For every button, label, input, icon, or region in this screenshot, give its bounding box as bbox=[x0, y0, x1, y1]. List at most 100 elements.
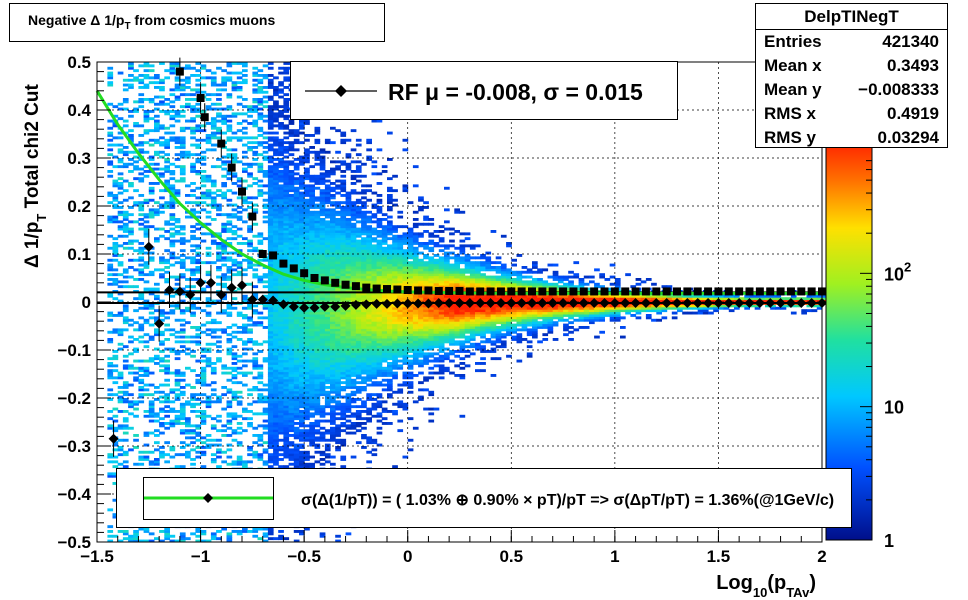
heatmap-cell bbox=[174, 136, 181, 140]
heatmap-cell bbox=[278, 110, 284, 113]
heatmap-cell bbox=[330, 213, 336, 217]
heatmap-cell bbox=[148, 143, 155, 147]
heatmap-cell bbox=[283, 407, 290, 411]
heatmap-cell bbox=[309, 326, 315, 329]
heatmap-cell bbox=[330, 419, 336, 423]
heatmap-cell bbox=[355, 153, 362, 157]
heatmap-cell bbox=[226, 105, 233, 109]
heatmap-cell bbox=[159, 424, 165, 428]
heatmap-cell bbox=[293, 182, 300, 185]
heatmap-cell bbox=[293, 225, 300, 229]
heatmap-cell bbox=[267, 436, 274, 440]
heatmap-cell bbox=[299, 354, 305, 358]
heatmap-cell bbox=[330, 268, 336, 272]
heatmap-cell bbox=[304, 258, 310, 262]
heatmap-cell bbox=[283, 194, 290, 197]
heatmap-cell bbox=[330, 210, 336, 214]
heatmap-cell bbox=[345, 194, 352, 197]
heatmap-cell bbox=[128, 184, 134, 188]
heatmap-cell bbox=[179, 88, 186, 92]
heatmap-cell bbox=[345, 366, 352, 370]
heatmap-cell bbox=[324, 405, 331, 409]
heatmap-cell bbox=[267, 374, 274, 377]
heatmap-cell bbox=[376, 354, 383, 358]
heatmap-cell bbox=[273, 196, 279, 200]
heatmap-cell bbox=[273, 280, 279, 284]
heatmap-cell bbox=[340, 338, 347, 341]
heatmap-cell bbox=[195, 414, 202, 418]
heatmap-cell bbox=[376, 258, 383, 262]
heatmap-cell bbox=[304, 234, 310, 238]
heatmap-cell bbox=[257, 126, 264, 130]
heatmap-cell bbox=[330, 407, 336, 411]
heatmap-cell bbox=[159, 455, 165, 459]
heatmap-cell bbox=[350, 249, 357, 253]
heatmap-cell bbox=[304, 328, 310, 332]
heatmap-cell bbox=[309, 316, 315, 320]
heatmap-cell bbox=[366, 263, 372, 267]
heatmap-cell bbox=[340, 258, 347, 262]
heatmap-cell bbox=[335, 239, 341, 243]
heatmap-cell bbox=[340, 371, 347, 375]
heatmap-cell bbox=[319, 249, 326, 253]
heatmap-cell bbox=[330, 299, 336, 303]
heatmap-cell bbox=[340, 201, 347, 205]
heatmap-cell bbox=[128, 232, 134, 236]
heatmap-cell bbox=[330, 340, 336, 344]
heatmap-cell bbox=[221, 191, 227, 195]
heatmap-cell bbox=[190, 117, 196, 121]
heatmap-cell bbox=[350, 258, 357, 262]
heatmap-cell bbox=[273, 112, 279, 116]
heatmap-cell bbox=[361, 338, 367, 341]
heatmap-cell bbox=[169, 294, 176, 298]
heatmap-cell bbox=[273, 294, 279, 298]
heatmap-cell bbox=[340, 395, 347, 399]
heatmap-cell bbox=[371, 321, 378, 325]
heatmap-cell bbox=[361, 381, 367, 385]
heatmap-cell bbox=[278, 400, 284, 404]
heatmap-cell bbox=[335, 213, 341, 217]
heatmap-cell bbox=[361, 369, 367, 373]
heatmap-cell bbox=[205, 194, 212, 197]
heatmap-cell bbox=[273, 333, 279, 337]
heatmap-cell bbox=[267, 537, 274, 541]
heatmap-cell bbox=[231, 462, 238, 466]
heatmap-cell bbox=[350, 342, 357, 346]
heatmap-cell bbox=[205, 148, 212, 152]
heatmap-cell bbox=[361, 335, 367, 339]
heatmap-cell bbox=[107, 426, 114, 430]
heatmap-cell bbox=[128, 318, 134, 322]
heatmap-cell bbox=[122, 390, 129, 394]
heatmap-cell bbox=[231, 131, 238, 135]
heatmap-cell bbox=[324, 340, 331, 344]
heatmap-cell bbox=[366, 270, 372, 274]
heatmap-cell bbox=[376, 393, 383, 397]
heatmap-cell bbox=[350, 299, 357, 303]
heatmap-cell bbox=[267, 165, 274, 169]
heatmap-cell bbox=[267, 316, 274, 320]
heatmap-cell bbox=[133, 107, 139, 111]
heatmap-cell bbox=[252, 400, 259, 404]
heatmap-cell bbox=[154, 74, 160, 77]
heatmap-cell bbox=[226, 62, 233, 65]
heatmap-cell bbox=[174, 256, 181, 260]
heatmap-cell bbox=[138, 74, 145, 77]
heatmap-cell bbox=[345, 340, 352, 344]
heatmap-cell bbox=[376, 335, 383, 339]
heatmap-cell bbox=[236, 395, 243, 399]
heatmap-cell bbox=[195, 74, 202, 77]
heatmap-cell bbox=[314, 227, 321, 231]
heatmap-cell bbox=[314, 266, 321, 269]
heatmap-cell bbox=[174, 414, 181, 418]
heatmap-cell bbox=[278, 90, 284, 94]
heatmap-cell bbox=[283, 455, 290, 459]
heatmap-cell bbox=[293, 422, 300, 425]
heatmap-cell bbox=[355, 242, 362, 245]
heatmap-cell bbox=[247, 316, 253, 320]
heatmap-cell bbox=[133, 434, 139, 437]
heatmap-cell bbox=[371, 357, 378, 361]
heatmap-cell bbox=[293, 398, 300, 401]
heatmap-cell bbox=[366, 232, 372, 236]
heatmap-cell bbox=[247, 196, 253, 200]
